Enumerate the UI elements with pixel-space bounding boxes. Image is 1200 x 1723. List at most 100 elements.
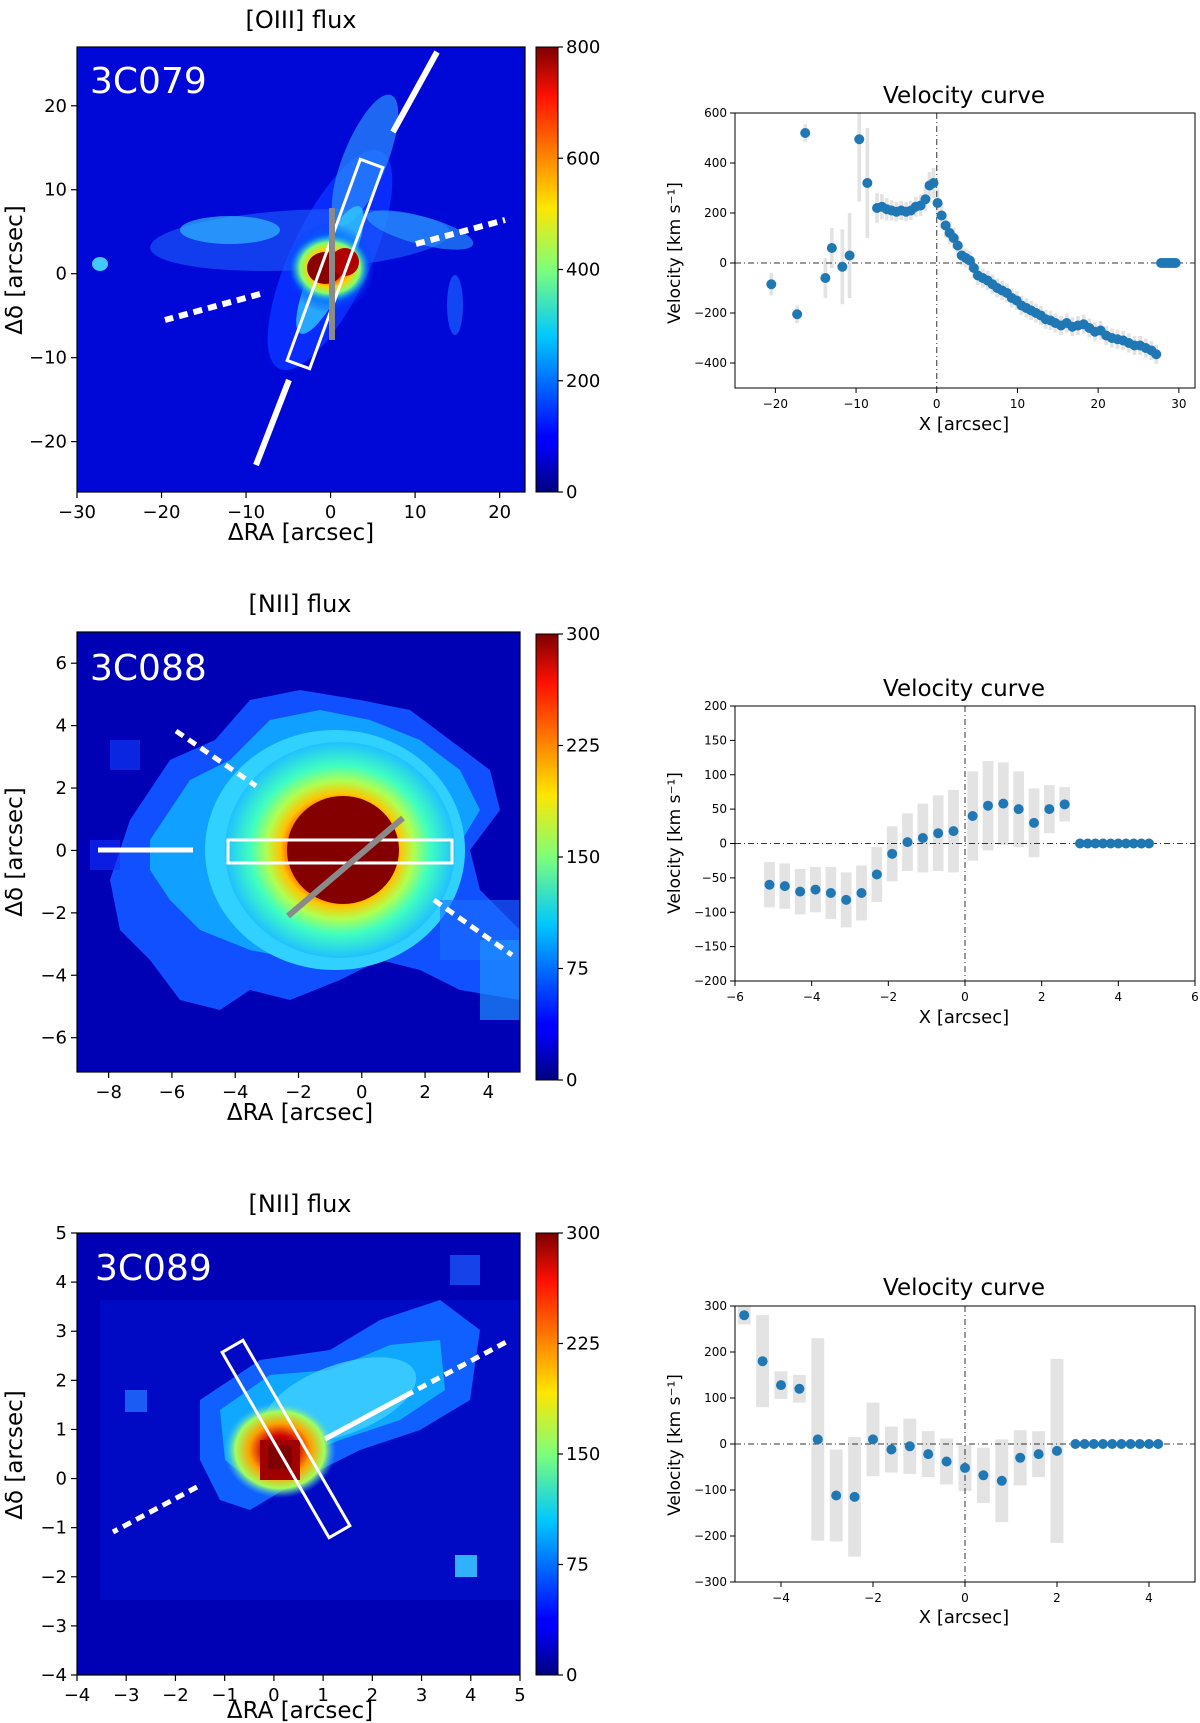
data-point: [849, 1491, 860, 1502]
heatmap-3c088-axes: −8 −6 −4 −2 0 2 4 −6 −4 −2 0 2 4 6: [40, 653, 494, 1103]
data-point: [932, 198, 943, 208]
colorbar-tick-label: 200: [566, 371, 600, 392]
velocity-curve-3c089-plot: −4 −2 0 2 4 −300 −200 −100 0 100 200 300: [694, 1299, 1196, 1605]
y-tick-label: 0: [719, 256, 727, 270]
velocity-curve-3c079-xlabel: X [arcsec]: [919, 414, 1009, 435]
heatmap-3c079-ylabel: Δδ [arcsec]: [2, 205, 28, 335]
data-point: [1029, 817, 1039, 828]
x-tick-label: −2: [162, 1685, 189, 1706]
colorbar-tick-label: 225: [566, 1334, 600, 1355]
x-tick-label: 4: [1115, 990, 1123, 1004]
data-point: [952, 240, 963, 251]
velocity-curve-3c089-xlabel: X [arcsec]: [919, 1607, 1009, 1628]
y-tick-label: −3: [40, 1616, 67, 1637]
data-point: [960, 1462, 970, 1473]
y-tick-label: −4: [40, 965, 67, 986]
x-tick-label: 2: [419, 1082, 430, 1103]
heatmap-3c079-object-label: 3C079: [90, 61, 207, 102]
y-tick-label: 400: [704, 156, 727, 170]
data-point: [920, 194, 931, 205]
heatmap-3c088-colorbar: [535, 633, 559, 1081]
x-tick-label: 30: [1171, 397, 1186, 411]
x-tick-label: 4: [465, 1685, 476, 1706]
data-point: [1170, 258, 1181, 268]
velocity-curve-3c079: Velocity curve X [arcsec] Velocity [km s…: [665, 83, 1196, 435]
y-tick-label: 5: [56, 1223, 67, 1244]
data-point: [1113, 838, 1124, 849]
x-tick-label: −4: [222, 1082, 249, 1103]
y-tick-label: −20: [29, 432, 67, 453]
colorbar-tick-label: 0: [566, 1070, 577, 1091]
data-point: [983, 800, 993, 811]
y-tick-label: 2: [56, 778, 67, 799]
data-point: [1125, 1439, 1136, 1449]
colorbar-tick-label: 600: [566, 148, 600, 169]
y-tick-label: −200: [694, 306, 727, 320]
y-tick-label: −300: [694, 1575, 727, 1589]
data-point: [902, 837, 913, 848]
data-point: [1015, 1452, 1026, 1463]
data-point: [739, 1310, 750, 1321]
data-point: [933, 828, 944, 839]
x-tick-label: −2: [879, 990, 897, 1004]
y-tick-label: 0: [56, 1469, 67, 1490]
heatmap-3c088-colorbar-ticks: 0 75 150 225 300: [558, 624, 600, 1091]
colorbar-tick-label: 75: [566, 959, 589, 980]
x-tick-label: −10: [227, 502, 265, 523]
heatmap-3c079-colorbar-ticks: 0 200 400 600 800: [558, 37, 600, 503]
heatmap-3c089-title: [NII] flux: [249, 1190, 352, 1218]
data-point: [948, 233, 959, 243]
data-point: [844, 250, 855, 261]
data-point: [1151, 349, 1162, 360]
data-point: [854, 134, 865, 145]
colorbar-tick-label: 225: [566, 736, 600, 757]
colorbar-tick-label: 75: [566, 1555, 589, 1576]
x-tick-label: 3: [416, 1685, 427, 1706]
data-point: [826, 243, 837, 253]
x-tick-label: 2: [1038, 990, 1046, 1004]
data-point: [1136, 838, 1147, 849]
velocity-curve-3c079-title: Velocity curve: [883, 83, 1045, 109]
data-point: [1144, 838, 1154, 849]
y-tick-label: −200: [694, 1529, 727, 1543]
data-point: [1153, 1439, 1164, 1449]
heatmap-3c089-colorbar-ticks: 0 75 150 225 300: [558, 1223, 600, 1686]
data-point: [800, 128, 811, 138]
y-tick-label: 300: [704, 1299, 727, 1313]
y-tick-label: −2: [40, 903, 67, 924]
y-tick-label: 0: [719, 837, 727, 851]
data-point: [948, 826, 959, 837]
x-tick-label: −8: [95, 1082, 122, 1103]
data-point: [917, 833, 928, 843]
heatmap-3c089-axes: −4 −3 −2 −1 0 1 2 3 4 5 −4 −3 −2 −1 0 1 2 3 4 5: [40, 1223, 525, 1706]
data-point: [1079, 1439, 1090, 1449]
y-tick-label: −10: [29, 348, 67, 369]
data-point: [1033, 1449, 1044, 1460]
data-point: [792, 309, 803, 320]
data-point: [825, 888, 836, 898]
data-point: [998, 798, 1009, 809]
data-point: [1013, 804, 1024, 815]
data-point: [795, 886, 806, 897]
heatmap-3c089-xlabel: ΔRA [arcsec]: [227, 1698, 373, 1723]
data-point: [936, 210, 947, 221]
y-tick-label: 1: [56, 1419, 67, 1440]
heatmap-3c079-image: [77, 47, 525, 492]
heatmap-3c089-object-label: 3C089: [95, 1248, 212, 1289]
y-tick-label: 0: [56, 840, 67, 861]
data-point: [1098, 838, 1108, 849]
y-tick-label: −150: [694, 940, 727, 954]
x-tick-label: 1: [317, 1685, 328, 1706]
colorbar-tick-label: 150: [566, 847, 600, 868]
y-tick-label: 200: [704, 699, 727, 713]
x-tick-label: −10: [843, 397, 868, 411]
x-tick-label: 0: [325, 502, 336, 523]
x-tick-label: −4: [64, 1685, 91, 1706]
y-tick-label: 2: [56, 1370, 67, 1391]
data-point: [776, 1380, 786, 1391]
data-point: [1134, 1439, 1145, 1449]
heatmap-3c079-title: [OIII] flux: [245, 6, 356, 34]
data-point: [996, 1475, 1007, 1486]
x-tick-label: 0: [356, 1082, 367, 1103]
y-tick-label: 20: [44, 96, 67, 117]
